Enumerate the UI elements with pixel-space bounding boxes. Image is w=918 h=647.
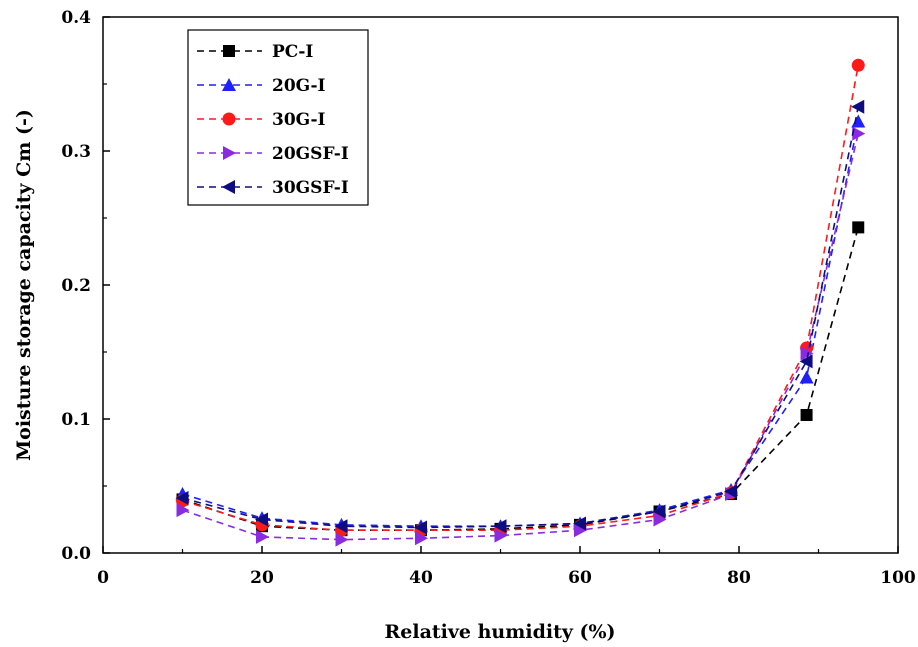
data-point bbox=[800, 408, 813, 421]
x-axis-title: Relative humidity (%) bbox=[384, 621, 615, 643]
x-tick-label: 40 bbox=[409, 568, 433, 588]
x-tick-label: 60 bbox=[568, 568, 592, 588]
y-tick-label: 0.3 bbox=[61, 142, 91, 162]
legend-label: 30GSF-I bbox=[272, 178, 349, 198]
series-pc-i bbox=[176, 221, 865, 537]
legend-label: PC-I bbox=[272, 42, 313, 62]
series-30gsf-i bbox=[175, 99, 865, 535]
legend-label: 20GSF-I bbox=[272, 144, 349, 164]
legend-label: 30G-I bbox=[272, 110, 326, 130]
series-layer bbox=[175, 58, 866, 547]
legend-marker bbox=[222, 78, 236, 91]
data-point bbox=[653, 512, 667, 527]
legend-marker bbox=[223, 146, 236, 160]
x-tick-label: 0 bbox=[97, 568, 109, 588]
data-point bbox=[852, 221, 865, 234]
data-point bbox=[574, 523, 587, 538]
legend-label: 20G-I bbox=[272, 76, 326, 96]
data-point bbox=[573, 516, 586, 531]
legend-marker bbox=[222, 180, 235, 194]
data-point bbox=[494, 528, 508, 543]
y-tick-label: 0.0 bbox=[61, 544, 91, 564]
data-point bbox=[852, 126, 866, 141]
data-point bbox=[176, 503, 190, 518]
data-point bbox=[493, 519, 507, 534]
legend-box bbox=[187, 29, 369, 206]
y-tick-label: 0.1 bbox=[61, 410, 91, 430]
legend-item-20g-i: 20G-I bbox=[197, 76, 326, 96]
axis-ticks: 0 20 40 60 80 100 0.0 0.1 0.2 0.3 0.4 bbox=[61, 8, 915, 588]
data-point bbox=[175, 491, 189, 506]
series-line bbox=[182, 133, 860, 541]
x-tick-label: 100 bbox=[880, 568, 916, 588]
data-point bbox=[851, 58, 865, 72]
data-point bbox=[255, 512, 268, 527]
legend-item-30gsf-i: 30GSF-I bbox=[197, 178, 349, 198]
series-line bbox=[182, 227, 860, 532]
y-tick-label: 0.4 bbox=[61, 8, 91, 28]
legend-marker bbox=[223, 45, 235, 57]
y-tick-label: 0.2 bbox=[61, 276, 91, 296]
x-tick-label: 20 bbox=[250, 568, 274, 588]
series-line bbox=[182, 65, 860, 532]
x-tick-label: 80 bbox=[727, 568, 751, 588]
data-point bbox=[851, 114, 866, 128]
legend-item-30g-i: 30G-I bbox=[197, 110, 326, 130]
data-point bbox=[799, 354, 813, 369]
series-line bbox=[182, 106, 860, 529]
data-point bbox=[256, 529, 269, 544]
legend-item-20gsf-i: 20GSF-I bbox=[197, 144, 349, 164]
data-point bbox=[335, 532, 349, 547]
legend: PC-I 20G-I 30G-I 20GSF-I 30GSF-I bbox=[187, 29, 369, 206]
data-point bbox=[724, 484, 738, 499]
legend-item-pc-i: PC-I bbox=[197, 42, 313, 62]
data-point bbox=[415, 531, 428, 546]
data-point bbox=[652, 504, 666, 519]
y-axis-title: Moisture storage capacity Cm (-) bbox=[13, 109, 35, 461]
data-point bbox=[334, 519, 348, 534]
series-20gsf-i bbox=[176, 126, 866, 547]
data-point bbox=[851, 99, 865, 114]
data-point bbox=[800, 346, 814, 361]
data-point bbox=[799, 370, 814, 384]
data-point bbox=[414, 520, 427, 535]
legend-marker bbox=[222, 112, 236, 126]
